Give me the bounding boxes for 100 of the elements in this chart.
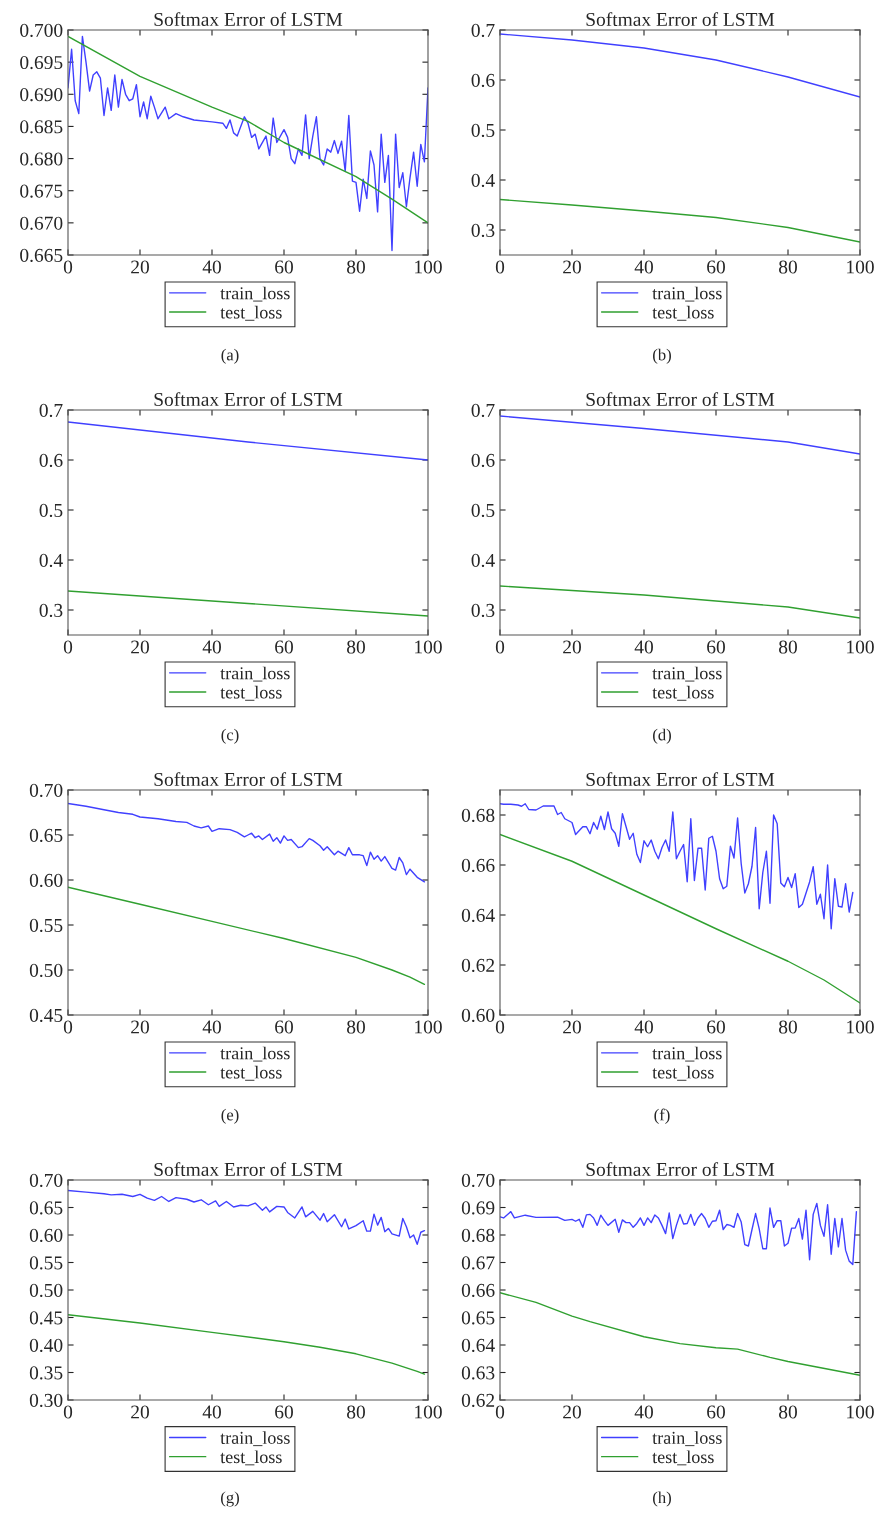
y-tick-label: 0.60 xyxy=(461,1008,495,1023)
y-tick-label: 0.66 xyxy=(461,1283,495,1298)
text: (b) xyxy=(653,348,671,364)
y-tick-label: 0.45 xyxy=(29,1311,63,1325)
y-tick-label: 0.4 xyxy=(471,173,495,188)
x-tick-label: 100 xyxy=(415,1020,442,1034)
y-tick-label: 0.3 xyxy=(471,223,495,238)
x-tick-label: 60 xyxy=(707,1405,725,1419)
legend-label: train_loss xyxy=(220,1046,290,1062)
legend-label: train_loss xyxy=(652,286,722,302)
chart-title: Softmax Error of LSTM xyxy=(154,1162,343,1177)
x-tick-label: 80 xyxy=(779,640,797,654)
y-tick-label: 0.60 xyxy=(29,1228,63,1243)
line-series xyxy=(500,1292,860,1376)
y-tick-label: 0.67 xyxy=(461,1256,495,1270)
y-tick-label: 0.35 xyxy=(29,1366,63,1380)
y-tick-label: 0.63 xyxy=(461,1366,495,1380)
legend-label: train_loss xyxy=(220,1431,290,1447)
x-tick-label: 0 xyxy=(63,640,73,654)
y-tick-label: 0.50 xyxy=(29,1283,63,1298)
y-tick-label: 0.5 xyxy=(39,503,63,518)
x-tick-label: 100 xyxy=(847,1405,874,1419)
line-series xyxy=(500,415,860,455)
y-tick-label: 0.70 xyxy=(461,1173,495,1188)
text: (h) xyxy=(653,1491,671,1507)
x-tick-label: 100 xyxy=(847,640,874,654)
chart-title: Softmax Error of LSTM xyxy=(586,1162,775,1177)
legend-label: test_loss xyxy=(220,685,282,701)
y-tick-label: 0.7 xyxy=(39,403,63,418)
y-tick-label: 0.5 xyxy=(471,123,495,138)
text: (a) xyxy=(221,348,239,364)
x-tick-label: 60 xyxy=(275,1020,293,1034)
x-tick-label: 0 xyxy=(63,260,73,274)
x-tick-label: 40 xyxy=(634,640,653,654)
y-tick-label: 0.30 xyxy=(29,1393,63,1408)
y-tick-label: 0.670 xyxy=(20,216,63,230)
y-tick-label: 0.695 xyxy=(20,55,63,70)
x-tick-label: 40 xyxy=(202,1020,221,1034)
legend-label: test_loss xyxy=(220,1065,282,1081)
text: (d) xyxy=(653,728,671,744)
legend-label: test_loss xyxy=(652,1065,714,1081)
x-tick-label: 0 xyxy=(495,640,505,654)
x-tick-label: 60 xyxy=(275,1405,293,1419)
x-tick-label: 100 xyxy=(847,1020,874,1034)
x-tick-label: 40 xyxy=(634,1405,653,1419)
y-tick-label: 0.66 xyxy=(461,858,495,873)
x-tick-label: 40 xyxy=(202,260,221,274)
legend-label: train_loss xyxy=(652,1046,722,1062)
x-tick-label: 20 xyxy=(131,640,149,654)
legend-label: test_loss xyxy=(220,305,282,321)
legend-label: test_loss xyxy=(652,305,714,321)
y-tick-label: 0.4 xyxy=(39,553,63,568)
chart-title: Softmax Error of LSTM xyxy=(586,12,775,27)
x-tick-label: 40 xyxy=(634,1020,653,1034)
y-tick-label: 0.680 xyxy=(20,152,63,166)
x-tick-label: 100 xyxy=(847,260,874,274)
y-tick-label: 0.45 xyxy=(29,1008,63,1023)
x-tick-label: 20 xyxy=(563,1405,581,1419)
line-series xyxy=(500,803,854,930)
x-tick-label: 100 xyxy=(415,640,442,654)
x-tick-label: 80 xyxy=(347,1405,365,1419)
y-tick-label: 0.4 xyxy=(471,553,495,568)
y-tick-label: 0.65 xyxy=(29,828,63,843)
x-tick-label: 0 xyxy=(495,260,505,274)
chart-title: Softmax Error of LSTM xyxy=(154,12,343,27)
x-tick-label: 80 xyxy=(779,1020,797,1034)
y-tick-label: 0.7 xyxy=(471,403,495,418)
y-tick-label: 0.70 xyxy=(29,783,63,798)
legend-label: train_loss xyxy=(652,666,722,682)
text: (c) xyxy=(221,728,239,744)
x-tick-label: 0 xyxy=(495,1405,505,1419)
x-tick-label: 20 xyxy=(563,1020,581,1034)
y-tick-label: 0.69 xyxy=(461,1201,495,1215)
x-tick-label: 60 xyxy=(707,640,725,654)
y-tick-label: 0.62 xyxy=(461,958,495,973)
x-tick-label: 20 xyxy=(131,260,149,274)
chart-title: Softmax Error of LSTM xyxy=(154,772,343,787)
x-tick-label: 80 xyxy=(347,1020,365,1034)
y-tick-label: 0.6 xyxy=(471,73,495,88)
y-tick-label: 0.65 xyxy=(29,1201,63,1215)
x-tick-label: 20 xyxy=(131,1405,149,1419)
legend-label: test_loss xyxy=(220,1450,282,1466)
y-tick-label: 0.675 xyxy=(20,184,63,198)
chart-title: Softmax Error of LSTM xyxy=(586,772,775,787)
legend-label: train_loss xyxy=(220,286,290,302)
x-tick-label: 100 xyxy=(415,260,442,274)
line-series xyxy=(500,1202,858,1266)
x-tick-label: 100 xyxy=(415,1405,442,1419)
y-tick-label: 0.55 xyxy=(29,1256,63,1270)
y-tick-label: 0.68 xyxy=(461,1228,495,1243)
y-tick-label: 0.685 xyxy=(20,120,63,134)
x-tick-label: 60 xyxy=(707,1020,725,1034)
line-series xyxy=(68,802,426,883)
text: (g) xyxy=(221,1491,239,1507)
line-series xyxy=(68,886,426,986)
line-series xyxy=(500,33,860,98)
x-tick-label: 80 xyxy=(347,260,365,274)
y-tick-label: 0.7 xyxy=(471,23,495,38)
y-tick-label: 0.3 xyxy=(39,603,63,618)
x-tick-label: 0 xyxy=(63,1405,73,1419)
